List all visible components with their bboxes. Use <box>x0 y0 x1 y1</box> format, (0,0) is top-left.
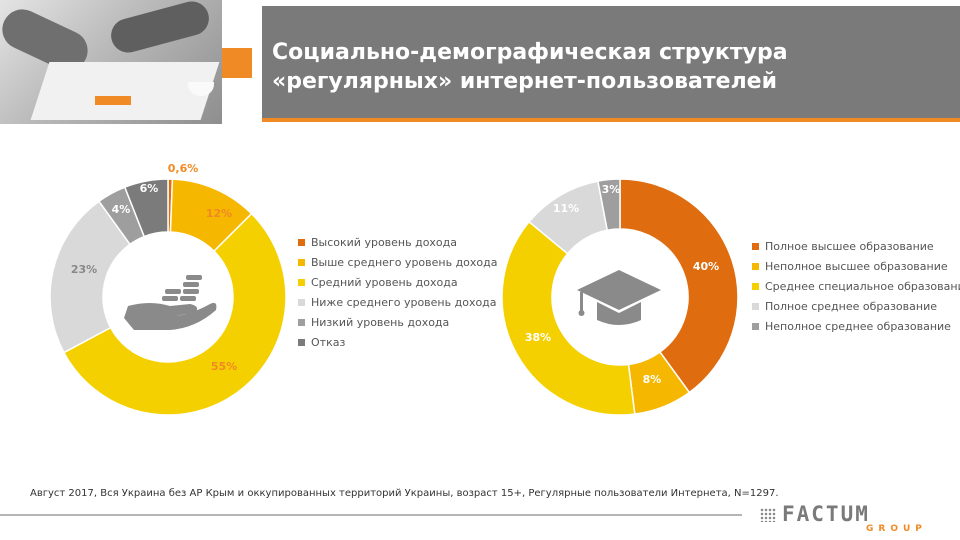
slice-label: 12% <box>206 207 232 220</box>
slice-5 <box>597 178 621 232</box>
legend-label: Ниже среднего уровень дохода <box>311 295 497 309</box>
legend-label: Среднее специальное образование <box>765 279 960 293</box>
legend-swatch <box>298 298 305 306</box>
slice-label: 4% <box>112 203 131 216</box>
slice-label: 11% <box>553 202 579 215</box>
slice-3 <box>501 220 636 416</box>
legend-label: Полное среднее образование <box>765 299 937 313</box>
photo-cup <box>188 82 214 96</box>
legend-label: Средний уровень дохода <box>311 275 458 289</box>
legend-item: Средний уровень дохода <box>298 272 498 292</box>
title-box <box>262 6 960 118</box>
legend-swatch <box>752 302 759 310</box>
slice-6 <box>123 178 169 238</box>
logo-group: GROUP <box>866 524 927 534</box>
legend-swatch <box>298 278 305 286</box>
legend-swatch <box>298 258 305 266</box>
legend-swatch <box>752 322 759 330</box>
legend-swatch <box>298 318 305 326</box>
page-title: Социально-демографическая структура «рег… <box>272 38 952 96</box>
slice-1 <box>619 178 739 394</box>
footnote: Август 2017, Вся Украина без АР Крым и о… <box>30 488 779 499</box>
legend-label: Низкий уровень дохода <box>311 315 450 329</box>
hand-coins-icon <box>124 275 217 330</box>
photo-document <box>95 96 131 105</box>
legend-swatch <box>298 338 305 346</box>
factum-logo: FACTUM GROUP <box>760 504 940 534</box>
donut-chart-1 <box>49 178 287 416</box>
slice-label: 8% <box>643 373 662 386</box>
slice-label: 38% <box>525 331 551 344</box>
slice-3 <box>62 212 287 416</box>
legend-item: Полное высшее образование <box>752 236 960 256</box>
donut-chart-2 <box>501 178 739 416</box>
header-divider <box>262 118 960 122</box>
legend-label: Отказ <box>311 335 346 349</box>
legend-swatch <box>752 282 759 290</box>
legend-label: Неполное высшее образование <box>765 259 948 273</box>
legend-swatch <box>752 242 759 250</box>
legend-label: Полное высшее образование <box>765 239 934 253</box>
legend-income: Высокий уровень дохода Выше среднего уров… <box>298 232 498 352</box>
slice-label: 3% <box>602 183 621 196</box>
legend-item: Низкий уровень дохода <box>298 312 498 332</box>
header-photo <box>0 0 222 124</box>
slice-label: 55% <box>211 360 237 373</box>
legend-swatch <box>298 238 305 246</box>
accent-square <box>222 48 252 78</box>
title-line-1: Социально-демографическая структура <box>272 40 788 65</box>
legend-item: Неполное высшее образование <box>752 256 960 276</box>
legend-item: Неполное среднее образование <box>752 316 960 336</box>
legend-item: Выше среднего уровень дохода <box>298 252 498 272</box>
title-line-2: «регулярных» интернет-пользователей <box>272 69 778 94</box>
slice-4 <box>49 200 132 354</box>
legend-item: Полное среднее образование <box>752 296 960 316</box>
logo-dots <box>760 508 776 522</box>
legend-item: Высокий уровень дохода <box>298 232 498 252</box>
slice-label: 0,6% <box>168 162 199 175</box>
legend-item: Отказ <box>298 332 498 352</box>
slice-label: 23% <box>71 263 97 276</box>
slice-label: 6% <box>140 182 159 195</box>
logo-word: FACTUM <box>782 502 870 526</box>
legend-swatch <box>752 262 759 270</box>
graduation-cap-icon <box>577 270 661 325</box>
footer-divider <box>0 514 742 516</box>
legend-item: Среднее специальное образование <box>752 276 960 296</box>
header: Социально-демографическая структура «рег… <box>0 0 960 124</box>
legend-label: Выше среднего уровень дохода <box>311 255 498 269</box>
legend-education: Полное высшее образование Неполное высшее… <box>752 236 960 336</box>
slice-label: 40% <box>693 260 719 273</box>
legend-label: Высокий уровень дохода <box>311 235 458 249</box>
legend-label: Неполное среднее образование <box>765 319 951 333</box>
legend-item: Ниже среднего уровень дохода <box>298 292 498 312</box>
